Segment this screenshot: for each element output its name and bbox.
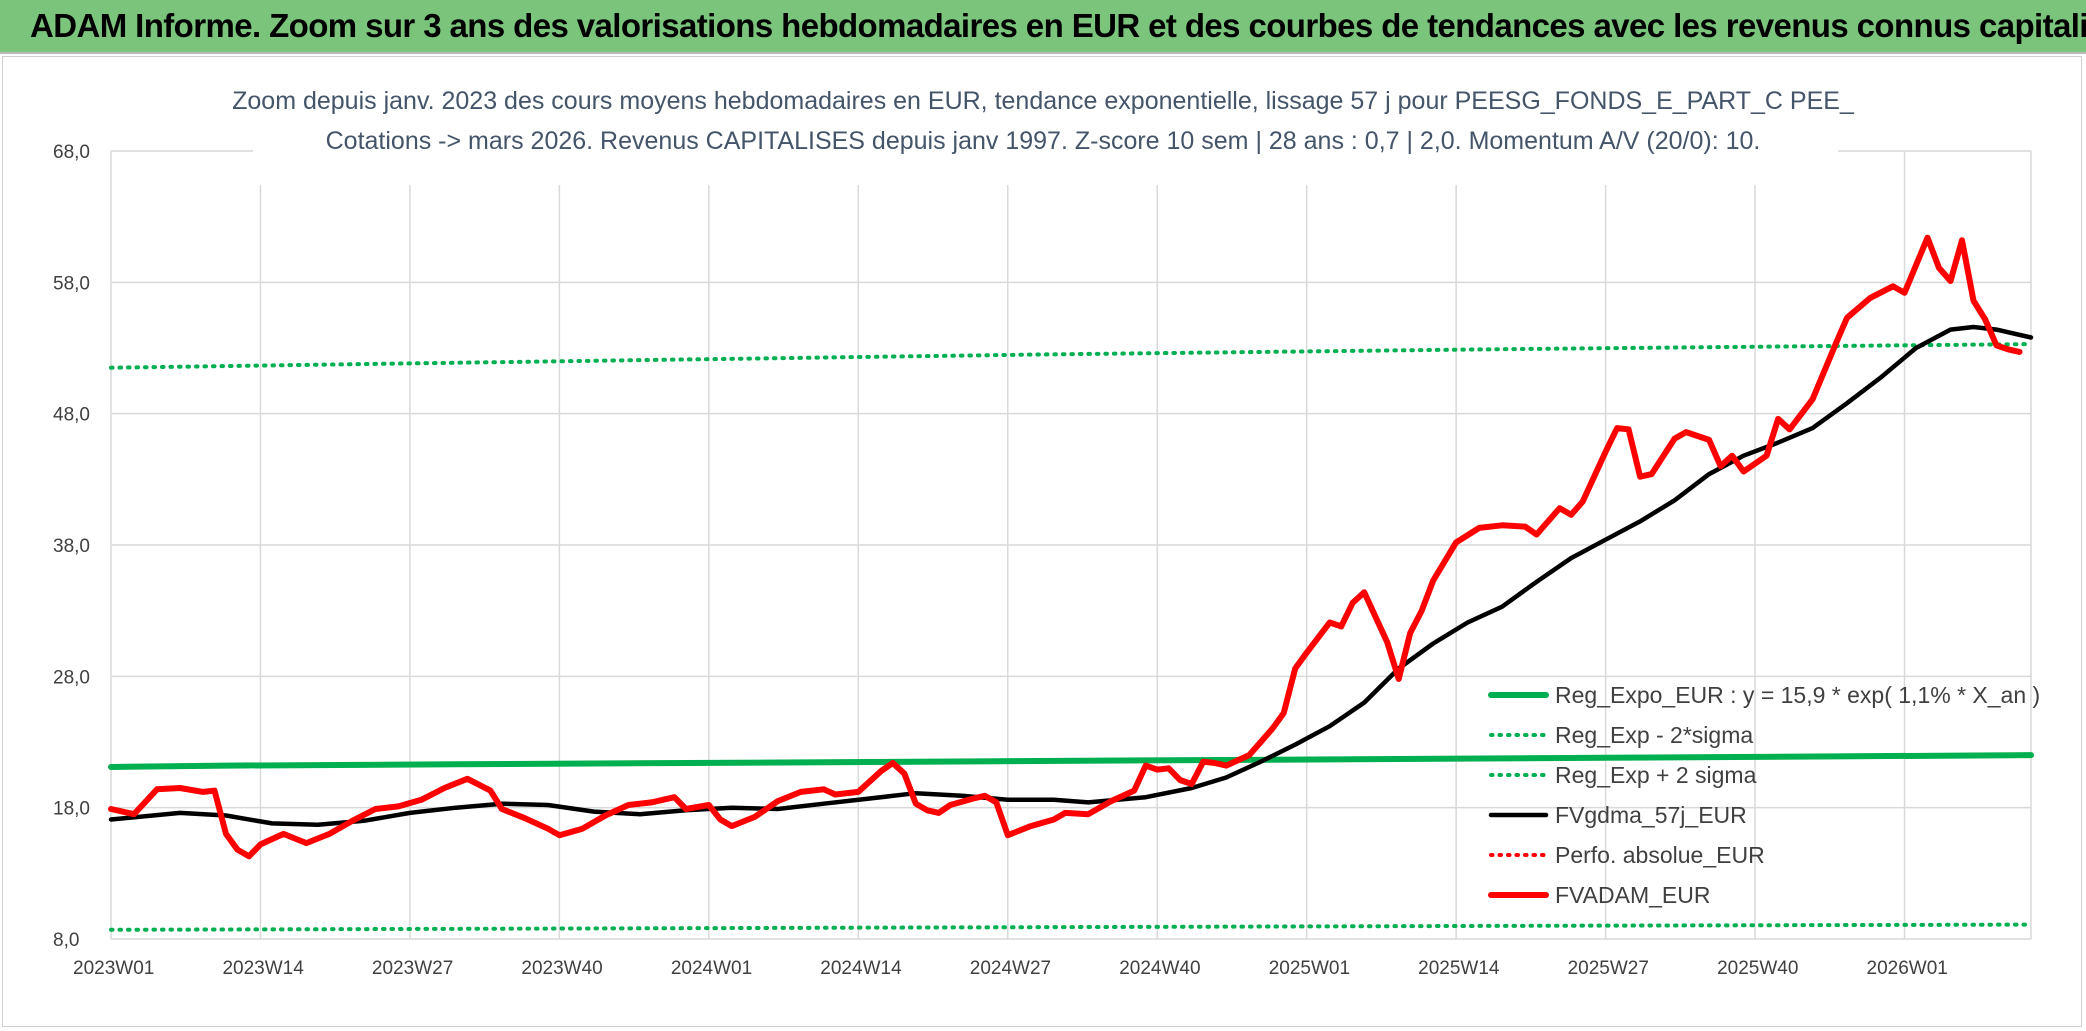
legend-label: Reg_Expo_EUR : y = 15,9 * exp( 1,1% * X_… <box>1555 682 2040 708</box>
legend-label: Reg_Exp + 2 sigma <box>1555 762 1757 788</box>
series-line <box>109 342 2033 370</box>
series-line <box>108 752 2034 770</box>
series-line <box>109 922 2033 932</box>
x-tick-label: 2024W40 <box>1119 958 1200 979</box>
title-background <box>253 73 1838 185</box>
y-tick-label: 58,0 <box>53 273 90 294</box>
x-tick-label: 2025W40 <box>1717 958 1798 979</box>
series-line <box>108 234 2023 860</box>
report-banner: ADAM Informe. Zoom sur 3 ans des valoris… <box>0 0 2086 54</box>
x-tick-label: 2025W14 <box>1418 958 1500 979</box>
legend-label: FVADAM_EUR <box>1555 882 1711 908</box>
x-tick-label: 2024W01 <box>671 958 752 979</box>
legend-label: FVgdma_57j_EUR <box>1555 802 1747 828</box>
chart-area: 8,0 18,0 28,0 38,0 48,0 58,0 68,0 2023W01 2023W1… <box>2 56 2082 1027</box>
series-line <box>108 324 2034 827</box>
x-tick-label: 2023W14 <box>222 958 304 979</box>
x-tick-label: 2026W01 <box>1867 958 1948 979</box>
legend-label: Perfo. absolue_EUR <box>1555 842 1765 868</box>
y-tick-label: 38,0 <box>53 536 90 557</box>
x-tick-label: 2023W27 <box>372 958 453 979</box>
line-chart: 8,0 18,0 28,0 38,0 48,0 58,0 68,0 2023W01 2023W1… <box>53 73 2040 979</box>
x-tick-label: 2024W27 <box>970 958 1051 979</box>
x-tick-label: 2025W27 <box>1568 958 1649 979</box>
x-tick-label: 2023W40 <box>521 958 602 979</box>
y-tick-label: 28,0 <box>53 667 90 688</box>
y-tick-label: 8,0 <box>53 930 79 951</box>
chart-title-line: Zoom depuis janv. 2023 des cours moyens … <box>232 87 1855 115</box>
y-tick-label: 18,0 <box>53 799 90 820</box>
y-tick-label: 68,0 <box>53 142 90 163</box>
legend-label: Reg_Exp - 2*sigma <box>1555 722 1753 748</box>
chart-title-line: Cotations -> mars 2026. Revenus CAPITALI… <box>326 127 1761 155</box>
report-title: ADAM Informe. Zoom sur 3 ans des valoris… <box>30 7 2086 44</box>
x-tick-label: 2025W01 <box>1269 958 1350 979</box>
x-tick-label: 2024W14 <box>820 958 902 979</box>
x-tick-label: 2023W01 <box>73 958 154 979</box>
y-tick-label: 48,0 <box>53 405 90 426</box>
